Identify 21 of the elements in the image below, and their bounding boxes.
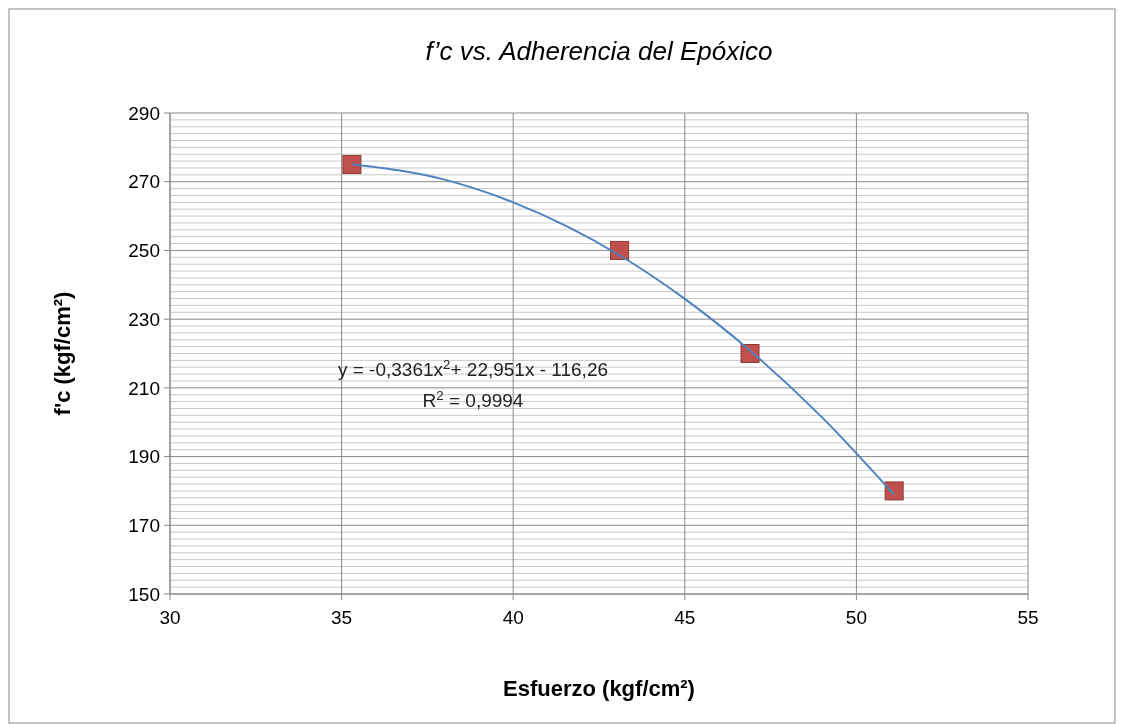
x-tick-label: 45 [674, 607, 696, 628]
x-axis-title: Esfuerzo (kgf/cm²) [503, 676, 695, 701]
y-tick-label: 170 [128, 514, 160, 536]
y-tick-label: 150 [128, 583, 160, 605]
y-tick-label: 230 [128, 308, 160, 330]
y-axis-title: f'c (kgf/cm²) [50, 291, 75, 416]
y-tick-label: 290 [128, 102, 160, 124]
y-tick-label: 270 [128, 171, 160, 193]
point [884, 481, 904, 501]
x-tick-label: 40 [502, 607, 524, 628]
y-tick-label: 250 [128, 240, 160, 262]
y-tick-label: 190 [128, 446, 160, 468]
x-tick-label: 55 [1017, 607, 1039, 628]
annotation: R$^{2}$ = 0,9994 [422, 387, 524, 411]
point [342, 155, 362, 175]
x-tick-label: 50 [845, 607, 867, 628]
x-tick-label: 35 [331, 607, 353, 628]
y-tick-label: 210 [128, 377, 160, 399]
x-tick-label: 30 [159, 607, 181, 628]
annotation: y = -0,3361x$^{2}$+ 22,951x - 116,26 [337, 356, 609, 380]
chart-title: f’c vs. Adherencia del Epóxico [425, 36, 773, 66]
